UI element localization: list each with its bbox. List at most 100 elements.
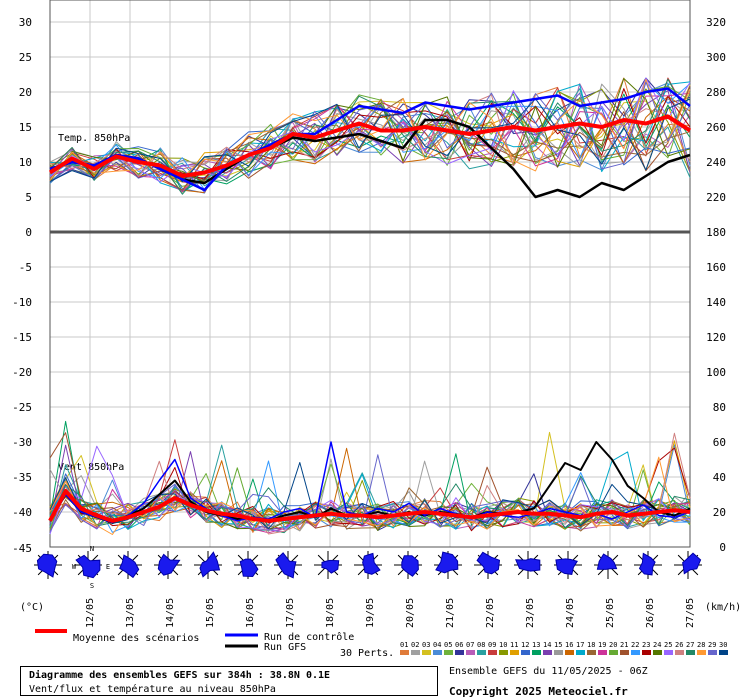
legend-member-id: 30 [719,641,727,649]
legend-member-id: 07 [466,641,474,649]
wind-left-tick-label: -30 [12,436,32,449]
legend-member-id: 11 [510,641,518,649]
date-tick-label: 21/05 [445,598,456,628]
date-tick-label: 19/05 [365,598,376,628]
temp-tick-label: 25 [19,51,32,64]
legend-member-swatch [433,650,442,655]
date-tick-label: 12/05 [85,598,96,628]
wind-rose-shape [362,552,381,575]
date-tick-label: 27/05 [685,598,696,628]
date-tick-label: 14/05 [165,598,176,628]
legend-member-swatch [675,650,684,655]
legend-member-id: 03 [422,641,430,649]
legend-member-id: 13 [532,641,540,649]
wind-rose-shape [638,552,656,576]
legend-member-swatch [554,650,563,655]
temp-right-tick-label: 280 [706,86,726,99]
legend-member-swatch [587,650,596,655]
plot-frame [49,0,691,548]
wind-member-line [49,432,691,533]
temp-unit-label: (°C) [20,602,44,613]
temp-control-line [49,87,691,192]
legend-member-swatch [488,650,497,655]
wind-rose-shape [75,554,101,579]
wind-right-tick-label: 20 [713,506,726,519]
wind-rose-shape [239,558,259,578]
legend-member-id: 14 [543,641,551,649]
wind-left-tick-label: -35 [12,471,32,484]
compass-w: W [72,563,77,571]
date-tick-label: 17/05 [285,598,296,628]
wind-panel-label: Vent 850hPa [58,462,124,473]
legend-member-swatch [642,650,651,655]
date-tick-label: 26/05 [645,598,656,628]
date-tick-label: 22/05 [485,598,496,628]
date-tick-label: 23/05 [525,598,536,628]
wind-rose-shape [275,552,297,579]
legend-member-swatch [565,650,574,655]
wind-left-tick-label: 0 [25,226,32,239]
wind-rose-shape [555,558,578,575]
legend-member-swatch [664,650,673,655]
wind-right-tick-label: 60 [713,436,726,449]
copyright: Copyright 2025 Meteociel.fr [449,685,628,698]
date-tick-label: 15/05 [205,598,216,628]
wind-right-tick-label: 80 [713,401,726,414]
wind-rose-shape [157,553,181,576]
legend-member-id: 12 [521,641,529,649]
legend-member-swatch [719,650,728,655]
wind-right-tick-label: 0 [719,541,726,554]
legend-member-swatch [499,650,508,655]
wind-rose-shape [515,558,541,572]
temp-member-line [49,78,691,195]
legend-member-id: 26 [675,641,683,649]
wind-left-tick-label: -10 [12,296,32,309]
wind-right-tick-label: 100 [706,366,726,379]
legend-gfs-label: Run GFS [264,642,306,653]
temp-member-line [49,95,691,194]
wind-left-tick-label: -25 [12,401,32,414]
wind-rose-shape [682,552,702,575]
chart-caption-box: Diagramme des ensembles GEFS sur 384h : … [20,666,438,696]
legend-member-swatch [686,650,695,655]
chart-caption-title: Diagramme des ensembles GEFS sur 384h : … [29,670,331,681]
legend-member-swatch [510,650,519,655]
legend-member-id: 27 [686,641,694,649]
legend-member-id: 16 [565,641,573,649]
temp-tick-label: 30 [19,16,32,29]
temp-right-tick-label: 260 [706,121,726,134]
legend-member-swatch [521,650,530,655]
legend-control-label: Run de contrôle [264,631,354,643]
temp-tick-label: 10 [19,156,32,169]
wind-member-line [49,469,691,532]
wind-rose-shape [596,553,618,570]
date-tick-label: 24/05 [565,598,576,628]
legend-member-id: 09 [488,641,496,649]
legend-member-id: 15 [554,641,562,649]
date-tick-label: 20/05 [405,598,416,628]
legend-member-swatch [708,650,717,655]
legend-member-swatch [411,650,420,655]
wind-right-tick-label: 120 [706,331,726,344]
legend-mean-label: Moyenne des scénarios [73,632,199,644]
wind-left-tick-label: -5 [19,261,32,274]
wind-rose-shape [199,551,221,578]
wind-left-tick-label: -15 [12,331,32,344]
legend-member-id: 25 [664,641,672,649]
wind-rose-shape [36,553,58,578]
temp-panel-label: Temp. 850hPa [58,133,130,144]
legend-member-id: 17 [576,641,584,649]
legend-member-swatch [477,650,486,655]
temp-tick-label: 15 [19,121,32,134]
date-tick-label: 16/05 [245,598,256,628]
compass-e: E [106,563,110,571]
legend-member-swatch [543,650,552,655]
temp-member-line [49,81,691,191]
wind-member-line [49,492,691,531]
legend-member-id: 08 [477,641,485,649]
temp-right-tick-label: 240 [706,156,726,169]
wind-unit-label: (km/h) [705,602,740,613]
wind-left-tick-label: -40 [12,506,32,519]
temp-tick-label: 20 [19,86,32,99]
